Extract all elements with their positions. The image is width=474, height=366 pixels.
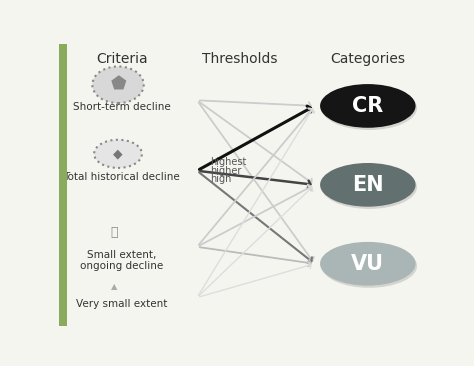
Ellipse shape (320, 84, 416, 128)
Text: 🐦: 🐦 (110, 226, 118, 239)
Text: Very small extent: Very small extent (76, 299, 167, 309)
Ellipse shape (321, 244, 417, 288)
Ellipse shape (320, 242, 416, 285)
Ellipse shape (320, 163, 416, 207)
FancyBboxPatch shape (59, 44, 67, 326)
Text: VU: VU (351, 254, 384, 274)
Text: Categories: Categories (330, 52, 405, 66)
Text: EN: EN (352, 175, 383, 195)
Text: ⬟: ⬟ (110, 76, 126, 94)
Ellipse shape (321, 165, 417, 209)
Ellipse shape (321, 86, 417, 130)
Text: Criteria: Criteria (96, 52, 147, 66)
Text: CR: CR (352, 96, 383, 116)
Text: higher: higher (210, 166, 241, 176)
Text: high: high (210, 174, 231, 184)
Ellipse shape (92, 67, 144, 103)
Text: Small extent,
ongoing decline: Small extent, ongoing decline (80, 250, 164, 271)
Text: ◆: ◆ (113, 147, 123, 160)
Text: highest: highest (210, 157, 246, 167)
Text: Short-term decline: Short-term decline (73, 102, 171, 112)
Ellipse shape (94, 140, 142, 168)
Text: ▲: ▲ (111, 282, 118, 291)
Text: Total historical decline: Total historical decline (64, 172, 180, 182)
Text: Thresholds: Thresholds (201, 52, 277, 66)
